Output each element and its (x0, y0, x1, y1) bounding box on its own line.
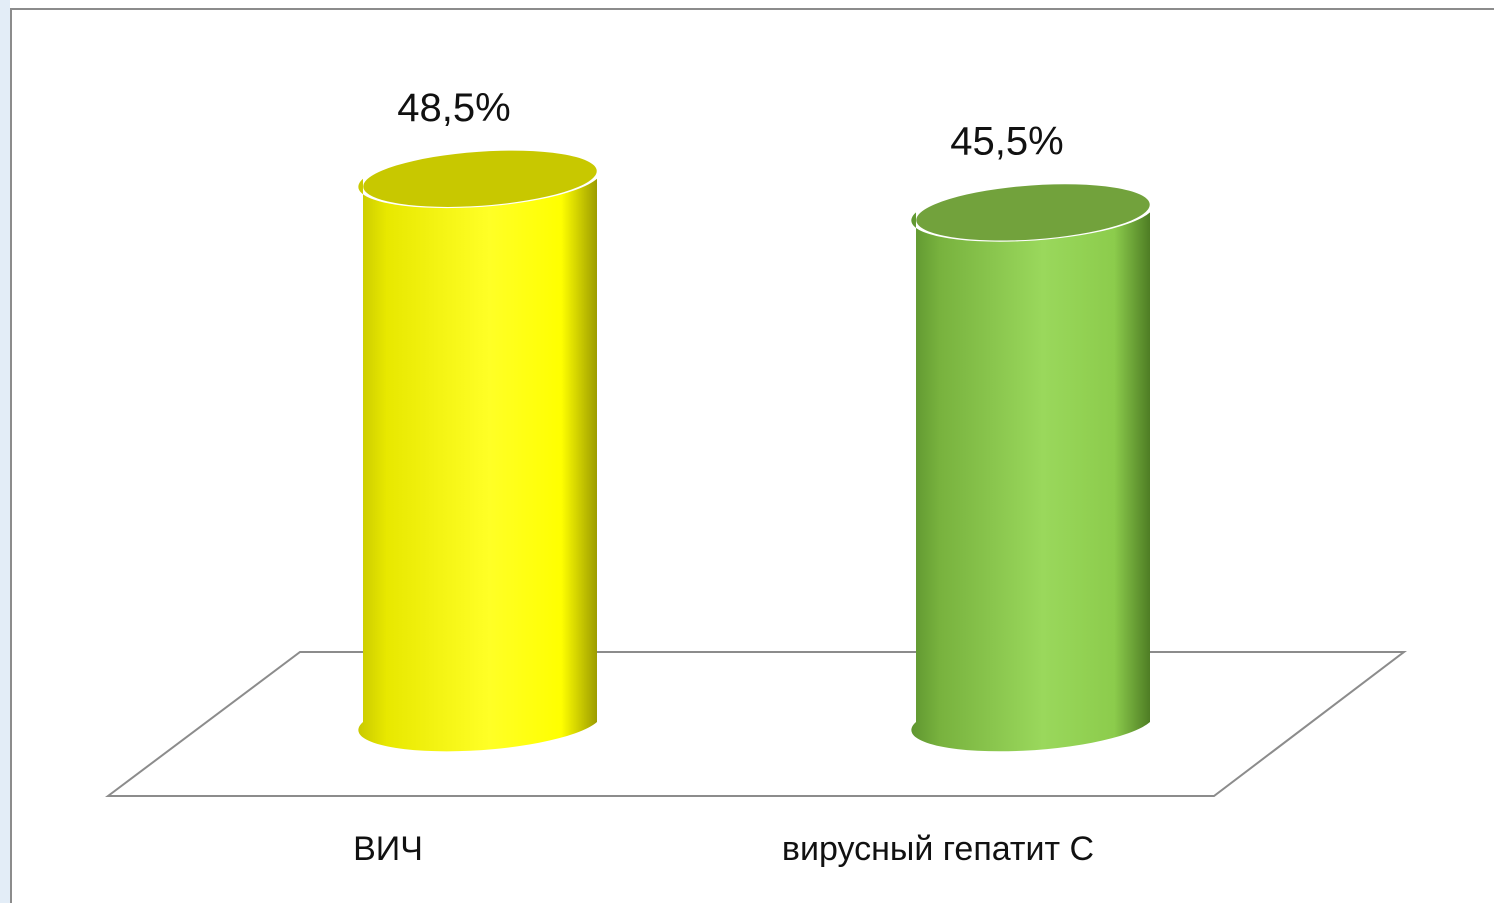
chart-floor (105, 651, 1407, 797)
data-label-hepatitis-c: 45,5% (950, 119, 1063, 163)
bar-hepatitis-c (911, 212, 1150, 752)
bar-top-vich (363, 150, 597, 207)
category-label-hepatitis-c: вирусный гепатит С (782, 830, 1094, 868)
bar-top-hepatitis-c (916, 184, 1150, 241)
data-label-vich: 48,5% (397, 86, 510, 130)
bar-vich (358, 178, 597, 752)
category-label-vich: ВИЧ (353, 830, 423, 868)
